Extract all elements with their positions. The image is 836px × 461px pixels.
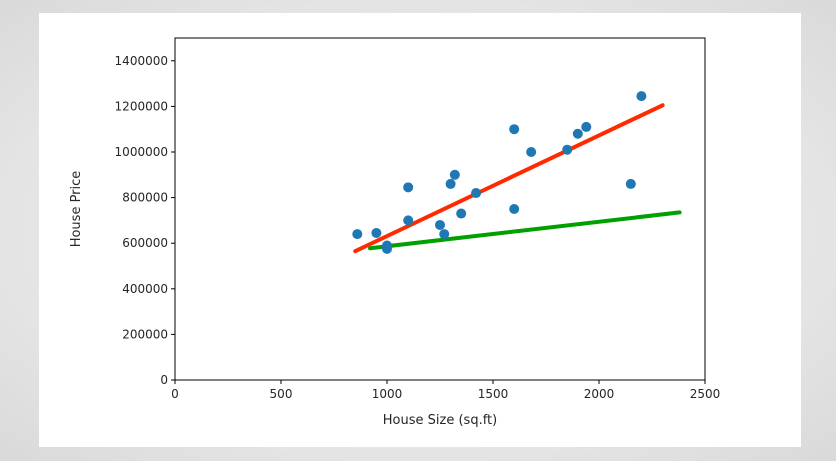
y-tick-label: 600000: [122, 236, 168, 250]
chart-figure: 0 500 1000 1500 2000 2500 0 200000 400000 600000…: [39, 13, 801, 447]
y-tick-label: 1200000: [115, 99, 168, 113]
x-tick-label: 1500: [478, 387, 509, 401]
y-tick-label: 400000: [122, 282, 168, 296]
y-tick-label: 200000: [122, 327, 168, 341]
x-axis-label: House Size (sq.ft): [383, 413, 497, 428]
x-tick-label: 2500: [690, 387, 721, 401]
y-tick-label: 800000: [122, 191, 168, 205]
scatter-chart: 0 500 1000 1500 2000 2500 0 200000 400000 600000…: [69, 37, 720, 428]
data-point: [581, 121, 592, 132]
data-point: [509, 204, 520, 214]
x-tick-label: 0: [171, 387, 179, 401]
y-tick-label: 1400000: [115, 54, 168, 68]
red-fit-line: [353, 103, 665, 254]
x-tick-label: 500: [270, 387, 293, 401]
green-fit-line: [368, 210, 682, 251]
data-point: [625, 178, 636, 189]
data-point: [526, 147, 537, 157]
x-tick-label: 2000: [584, 387, 615, 401]
data-point: [382, 243, 392, 254]
x-axis-ticks: 0 500 1000 1500 2000 2500: [171, 380, 720, 401]
y-tick-label: 1000000: [115, 145, 168, 159]
data-point: [636, 91, 647, 102]
data-point: [572, 128, 583, 139]
data-point: [352, 229, 363, 240]
data-point: [562, 144, 573, 155]
data-point: [403, 215, 414, 226]
data-point: [403, 182, 414, 193]
x-tick-label: 1000: [372, 387, 403, 401]
data-points: [352, 91, 647, 254]
data-point: [456, 208, 467, 219]
data-point: [449, 169, 460, 180]
fit-lines: [353, 103, 682, 254]
data-point: [445, 178, 456, 189]
y-axis-ticks: 0 200000 400000 600000 800000 1000000 1200000 1…: [115, 54, 175, 387]
data-point: [439, 229, 450, 240]
plot-frame: [174, 37, 706, 381]
data-point: [371, 227, 382, 238]
data-point: [435, 219, 445, 230]
data-point: [471, 188, 482, 199]
y-tick-label: 0: [160, 373, 168, 387]
y-axis-label: House Price: [69, 171, 84, 248]
data-point: [509, 124, 520, 135]
